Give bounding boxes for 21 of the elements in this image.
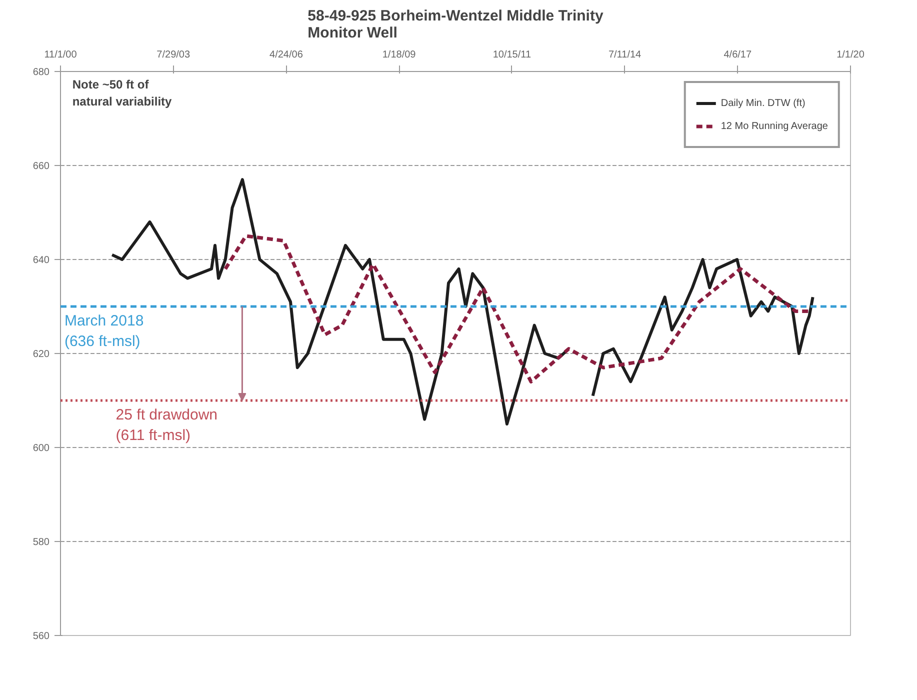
x-tick-label: 1/1/20	[836, 50, 865, 60]
x-tick-label: 11/1/00	[44, 50, 78, 60]
y-tick-label: 580	[32, 537, 50, 548]
y-tick-label: 620	[32, 349, 50, 360]
x-tick-label: 7/11/14	[608, 50, 642, 60]
x-tick-label: 10/15/11	[492, 50, 532, 60]
y-tick-label: 680	[32, 67, 50, 78]
legend-label: Daily Min. DTW (ft)	[720, 98, 806, 108]
y-tick-label: 600	[32, 443, 50, 454]
legend-label: 12 Mo Running Average	[720, 120, 828, 132]
chart-title: 58-49-925 Borheim-Wentzel Middle Trinity Monitor Well	[308, 8, 604, 42]
x-tick-label: 4/6/17	[724, 50, 752, 60]
ref-line-label: March 2018 (636 ft-msl)	[64, 312, 144, 350]
y-tick-label: 660	[32, 161, 50, 172]
x-tick-label: 4/24/06	[270, 50, 304, 60]
y-tick-label: 560	[32, 631, 50, 642]
y-tick-label: 640	[32, 255, 50, 266]
x-tick-label: 7/29/03	[156, 50, 190, 60]
x-tick-label: 1/18/09	[382, 50, 416, 60]
annotation: Note ~50 ft of natural variability	[72, 78, 172, 108]
ref-line-label: 25 ft drawdown (611 ft-msl)	[116, 406, 218, 444]
